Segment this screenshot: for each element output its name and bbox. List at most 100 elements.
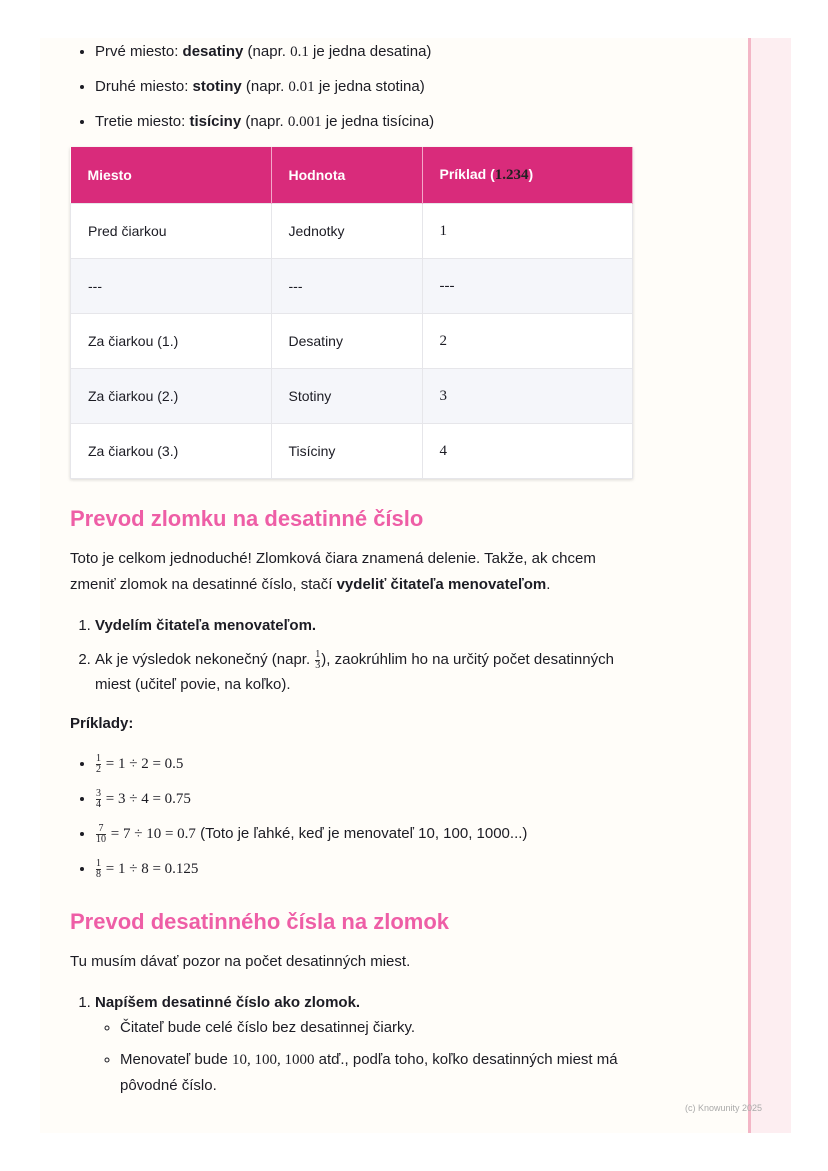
table-row: Za čiarkou (3.) Tisíciny 4 bbox=[70, 423, 633, 479]
text: Menovateľ bude bbox=[120, 1051, 232, 1068]
bold-text: desatiny bbox=[182, 43, 244, 60]
table-cell: --- bbox=[421, 258, 633, 314]
text: je jedna desatina) bbox=[308, 43, 432, 60]
math: = 1 ÷ 2 = 0.5 bbox=[102, 756, 184, 772]
text: je jedna tisícina) bbox=[321, 113, 435, 130]
list-item: Prvé miesto: desatiny (napr. 0.1 je jedn… bbox=[95, 39, 640, 65]
text: Druhé miesto: bbox=[95, 78, 193, 95]
step: Napíšem desatinné číslo ako zlomok. Čita… bbox=[95, 990, 640, 1098]
denominator: 8 bbox=[96, 868, 101, 880]
table-cell: Stotiny bbox=[270, 368, 423, 424]
heading: Prevod zlomku na desatinné číslo bbox=[70, 506, 424, 531]
header-row: Miesto Hodnota Príklad (1.234) bbox=[70, 147, 633, 204]
math: 0.01 bbox=[288, 79, 315, 95]
table-row: Pred čiarkou Jednotky 1 bbox=[70, 203, 633, 259]
denominator: 3 bbox=[315, 659, 321, 671]
table-cell: Za čiarkou (2.) bbox=[70, 368, 272, 424]
substep: Čitateľ bude celé číslo bez desatinnej č… bbox=[120, 1015, 640, 1040]
numerator: 1 bbox=[96, 857, 101, 870]
numerator: 3 bbox=[96, 787, 101, 800]
text: Čitateľ bude celé číslo bez desatinnej č… bbox=[120, 1019, 416, 1036]
table-cell: Za čiarkou (3.) bbox=[70, 423, 272, 479]
text: (Toto je ľahké, keď je menovateľ 10, 100… bbox=[195, 825, 528, 842]
bold-text: Napíšem desatinné číslo ako zlomok. bbox=[95, 994, 361, 1011]
numerator: 1 bbox=[96, 752, 101, 765]
math: = 7 ÷ 10 = 0.7 bbox=[107, 826, 196, 842]
table-row: Za čiarkou (1.) Desatiny 2 bbox=[70, 313, 633, 369]
footer: (c) Knowunity 2025 bbox=[685, 1103, 763, 1113]
header-cell: Hodnota bbox=[271, 147, 423, 204]
bold-text: vydeliť čitateľa menovateľom bbox=[336, 576, 547, 593]
text: ), zaokrúhlim ho na určitý počet desatin… bbox=[95, 651, 614, 693]
text: Toto je celkom jednoduché! Zlomková čiar… bbox=[70, 550, 596, 593]
bold-text: tisíciny bbox=[189, 113, 242, 130]
text: atď., podľa toho, koľko desatinných mies… bbox=[120, 1051, 618, 1094]
table-cell: --- bbox=[70, 258, 272, 314]
label: Príklady: bbox=[70, 715, 134, 732]
text: (napr. bbox=[241, 78, 289, 95]
paragraph: Tu musím dávať pozor na počet desatinnýc… bbox=[70, 953, 411, 970]
example: 18 = 1 ÷ 8 = 0.125 bbox=[95, 856, 640, 882]
example: 12 = 1 ÷ 2 = 0.5 bbox=[95, 751, 640, 777]
denominator: 4 bbox=[96, 798, 101, 810]
math: = 1 ÷ 8 = 0.125 bbox=[102, 861, 199, 877]
table-cell: Desatiny bbox=[270, 313, 423, 369]
denominator: 2 bbox=[96, 763, 101, 775]
steps: Napíšem desatinné číslo ako zlomok. Čita… bbox=[70, 990, 640, 1098]
step: Ak je výsledok nekonečný (napr. 13), zao… bbox=[95, 647, 640, 697]
table-cell: --- bbox=[270, 258, 423, 314]
list-item: Tretie miesto: tisíciny (napr. 0.001 je … bbox=[95, 109, 640, 135]
math: = 3 ÷ 4 = 0.75 bbox=[102, 791, 191, 807]
table-cell: 3 bbox=[421, 368, 633, 424]
substep: Menovateľ bude 10, 100, 1000 atď., podľa… bbox=[120, 1047, 640, 1098]
heading: Prevod desatinného čísla na zlomok bbox=[70, 909, 449, 934]
table-row: --- --- --- bbox=[70, 258, 633, 314]
text: je jedna stotina) bbox=[314, 78, 425, 95]
fraction: 12 bbox=[96, 752, 101, 775]
table-cell: 4 bbox=[421, 423, 633, 479]
bold-text: Vydelím čitateľa menovateľom. bbox=[95, 617, 317, 634]
table-cell: 2 bbox=[421, 313, 633, 369]
math: 10, 100, 1000 bbox=[231, 1052, 315, 1068]
fraction: 710 bbox=[96, 823, 106, 845]
examples: 12 = 1 ÷ 2 = 0.534 = 3 ÷ 4 = 0.75710 = 7… bbox=[70, 751, 640, 882]
text: Ak je výsledok nekonečný (napr. bbox=[95, 651, 315, 668]
table-cell: Tisíciny bbox=[270, 423, 423, 479]
table-cell: 1 bbox=[421, 203, 633, 259]
table: Miesto Hodnota Príklad (1.234) Pred čiar… bbox=[70, 147, 633, 479]
text: (napr. bbox=[243, 43, 291, 60]
text: (napr. bbox=[241, 113, 288, 130]
math: 0.001 bbox=[287, 114, 322, 130]
bold-text: stotiny bbox=[192, 78, 242, 95]
numerator: 7 bbox=[96, 823, 106, 835]
example: 34 = 3 ÷ 4 = 0.75 bbox=[95, 786, 640, 812]
denominator: 10 bbox=[96, 833, 106, 845]
example: 710 = 7 ÷ 10 = 0.7 (Toto je ľahké, keď j… bbox=[95, 821, 640, 847]
numerator: 1 bbox=[315, 648, 321, 661]
content: Prvé miesto: desatiny (napr. 0.1 je jedn… bbox=[70, 38, 640, 1107]
document: Prvé miesto: desatiny (napr. 0.1 je jedn… bbox=[40, 38, 748, 1133]
side-strip bbox=[748, 38, 791, 1133]
steps: Vydelím čitateľa menovateľom. Ak je výsl… bbox=[70, 613, 640, 697]
list-item: Druhé miesto: stotiny (napr. 0.01 je jed… bbox=[95, 74, 640, 100]
paragraph: Toto je celkom jednoduché! Zlomková čiar… bbox=[70, 546, 640, 598]
math: 1.234 bbox=[494, 167, 529, 183]
text: . bbox=[546, 576, 551, 593]
math: 0.1 bbox=[290, 44, 309, 60]
table-cell: Pred čiarkou bbox=[70, 203, 272, 259]
text: Prvé miesto: bbox=[95, 43, 183, 60]
step: Vydelím čitateľa menovateľom. bbox=[95, 613, 640, 638]
fraction: 34 bbox=[96, 787, 101, 810]
text: Príklad ( bbox=[439, 166, 495, 182]
table-cell: Za čiarkou (1.) bbox=[70, 313, 272, 369]
header-cell: Miesto bbox=[70, 147, 272, 204]
table-body: Pred čiarkou Jednotky 1 --- --- --- Za čiarkou… bbox=[70, 203, 633, 479]
text: Tretie miesto: bbox=[95, 113, 190, 130]
table-cell: Jednotky bbox=[270, 203, 423, 259]
header-cell: Príklad (1.234) bbox=[422, 147, 633, 204]
table-row: Za čiarkou (2.) Stotiny 3 bbox=[70, 368, 633, 424]
intro-list: Prvé miesto: desatiny (napr. 0.1 je jedn… bbox=[70, 39, 640, 135]
substeps: Čitateľ bude celé číslo bez desatinnej č… bbox=[95, 1015, 640, 1098]
